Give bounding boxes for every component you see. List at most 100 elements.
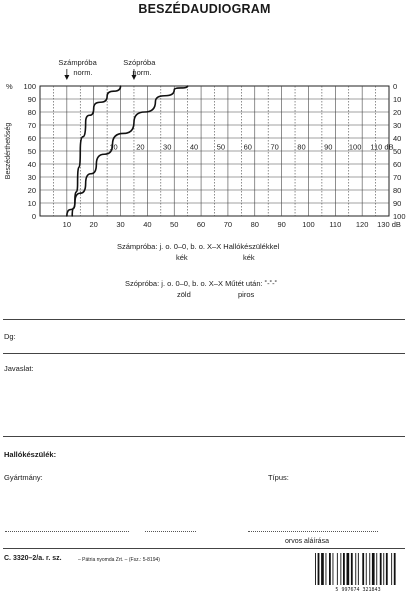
barcode-bar [383,553,385,585]
bottom-tick-label: 90 [277,220,285,229]
legend-color-2b: piros [238,290,255,299]
annotation-arrow-head [131,75,137,80]
right-tick-label: 90 [393,199,401,208]
divider [3,436,405,437]
inner-tick-label: 110 dB [370,143,393,152]
inner-tick-label: 30 [163,143,171,152]
left-tick-label: 50 [28,147,36,156]
number-dots [145,531,196,532]
barcode-bar [315,553,316,585]
gyartmany-label: Gyártmány: [4,473,43,482]
barcode-bar [365,553,367,585]
inner-tick-label: 60 [244,143,252,152]
right-tick-label: 50 [393,147,401,156]
legend-line-2: Szópróba: j. o. 0–0, b. o. X–X Műtét utá… [125,279,278,288]
right-tick-label: 30 [393,121,401,130]
right-tick-label: 10 [393,95,401,104]
left-tick-label: 20 [28,186,36,195]
curve-szamproba [71,85,122,217]
tipus-label: Típus: [268,473,289,482]
barcode-bar [385,553,388,585]
left-tick-label: 40 [28,160,36,169]
bottom-tick-label: 70 [224,220,232,229]
inner-tick-label: 10 [109,143,117,152]
annotation-label: norm. [132,68,151,77]
right-tick-label: 80 [393,186,401,195]
annotation-label: Számpróba [58,58,97,67]
chart-curves [66,85,189,217]
barcode-bar [336,553,338,585]
inner-tick-label: 80 [297,143,305,152]
bottom-tick-label: 130 dB [377,220,401,229]
barcode-bar [376,553,378,585]
signature-label: orvos aláírása [285,538,329,545]
inner-tick-label: 70 [270,143,278,152]
y-axis-label: Beszédérthetőség [5,123,12,180]
right-tick-label: 20 [393,108,401,117]
bottom-tick-label: 40 [143,220,151,229]
barcode-bar [379,553,382,585]
barcode-bar [332,553,334,585]
divider [3,548,405,549]
barcode-bar [343,553,345,585]
legend-color-1a: kék [176,253,188,262]
legend-color-2a: zöld [177,290,191,299]
legend-line-1: Számpróba: j. o. 0–0, b. o. X–X Hallókés… [117,242,280,251]
left-tick-label: 70 [28,121,36,130]
barcode-bar [371,553,375,585]
page-title: BESZÉDAUDIOGRAM [138,2,271,16]
barcode-bars [315,553,396,585]
bottom-tick-label: 120 [356,220,369,229]
left-unit-label: % [6,82,13,91]
left-tick-label: 30 [28,173,36,182]
left-tick-label: 60 [28,134,36,143]
annotation-arrow-head [64,75,70,80]
left-tick-label: 10 [28,199,36,208]
right-tick-label: 70 [393,173,401,182]
barcode-bar [329,553,331,585]
right-tick-label: 60 [393,160,401,169]
barcode-bar [340,553,342,585]
barcode: 5 997674 321843 [313,553,403,593]
bottom-tick-label: 10 [63,220,71,229]
barcode-bar [325,553,327,585]
left-tick-label: 100 [23,82,36,91]
signature-dots [248,531,378,532]
inner-tick-label: 90 [324,143,332,152]
barcode-bar [362,553,365,585]
inner-tick-label: 50 [217,143,225,152]
barcode-bar [369,553,371,585]
inner-tick-label: 100 [349,143,362,152]
left-tick-label: 90 [28,95,36,104]
right-tick-label: 0 [393,82,397,91]
bottom-tick-label: 80 [251,220,259,229]
javaslat-label: Javaslat: [4,364,34,373]
barcode-bar [317,553,320,585]
hallokeszulek-label: Hallókészülék: [4,450,57,459]
dg-label: Dg: [4,332,16,341]
barcode-bar [391,553,393,585]
inner-tick-label: 40 [190,143,198,152]
divider [3,353,405,354]
barcode-bar [355,553,357,585]
right-tick-label: 100 [393,212,406,221]
inner-tick-label: 20 [136,143,144,152]
barcode-bar [346,553,350,585]
barcode-bar [321,553,324,585]
barcode-number: 5 997674 321843 [335,587,381,593]
bottom-tick-label: 110 [329,220,341,229]
bottom-tick-label: 50 [170,220,178,229]
legend-color-1b: kék [243,253,255,262]
annotation-label: norm. [73,68,92,77]
left-tick-label: 80 [28,108,36,117]
bottom-tick-label: 100 [302,220,315,229]
publisher: – Pátria nyomda Zrt. – (Fsz.: 5-8194) [78,557,160,563]
bottom-tick-label: 60 [197,220,205,229]
bottom-tick-label: 20 [90,220,98,229]
divider [3,319,405,320]
left-tick-label: 0 [32,212,36,221]
right-tick-label: 40 [393,134,401,143]
chart-grid [39,85,390,217]
